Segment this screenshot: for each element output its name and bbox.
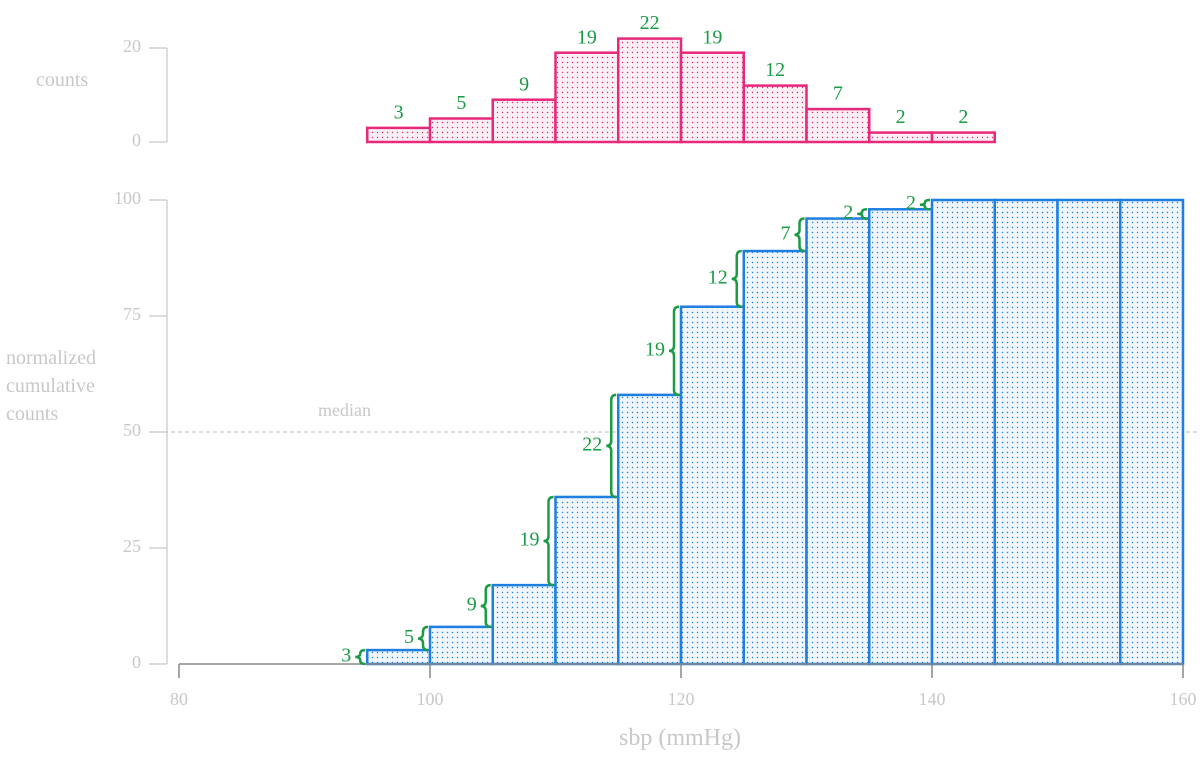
bar [805,217,871,666]
brace [668,305,680,397]
median-label: median [318,400,371,420]
bar [1119,198,1185,666]
bar [993,198,1059,666]
x-tick-label: 100 [417,689,444,709]
brace [731,249,742,308]
bar-label: 3 [394,101,404,123]
brace [794,217,805,253]
brace-label: 9 [467,594,477,616]
bar [617,393,683,666]
bar [554,51,620,144]
bar-label: 12 [765,59,785,81]
y-tick-label: 0 [132,130,141,150]
bar [679,305,745,666]
bar-label: 5 [456,92,466,114]
bar [491,98,557,144]
bar [428,625,494,666]
bar [679,51,745,144]
bar-label: 7 [833,83,843,105]
brace-label: 5 [404,626,414,648]
y-tick-label: 0 [132,652,141,672]
y-tick-label: 50 [123,420,141,440]
brace-label: 7 [781,222,791,244]
bar [930,131,996,144]
brace-label: 12 [708,266,728,288]
bar-label: 2 [896,106,906,128]
bar [554,495,620,666]
brace-label: 2 [906,192,916,214]
bar [868,131,934,144]
y-tick-label: 100 [114,188,141,208]
brace [919,198,931,211]
brace-label: 19 [520,529,540,551]
x-axis-label: sbp (mmHg) [619,725,741,751]
bar [617,37,683,144]
bar-label: 9 [519,73,529,95]
brace-label: 3 [341,645,351,667]
bar [366,648,432,666]
x-tick-label: 120 [668,689,695,709]
y-tick-label: 25 [123,536,141,556]
bar [366,126,432,144]
bar-label: 22 [640,12,660,34]
brace-label: 2 [843,202,853,224]
x-tick-label: 80 [170,689,188,709]
x-tick-label: 140 [919,689,946,709]
bar [491,583,557,666]
bar [1056,198,1122,666]
brace [543,495,554,587]
bar [428,117,494,144]
brace [857,208,868,220]
bar-label: 2 [958,106,968,128]
brace [417,625,429,652]
brace [606,393,617,499]
bar [930,198,996,666]
brace [355,648,366,666]
brace [480,583,491,629]
y-axis-label: normalized cumulative counts [6,347,96,425]
bar [805,107,871,144]
y-tick-label: 20 [123,36,141,56]
x-tick-label: 160 [1170,689,1197,709]
brace-label: 19 [645,338,665,360]
bar [868,208,934,666]
bar-label: 19 [577,26,597,48]
bar [742,249,808,666]
y-axis-label: counts [36,69,89,91]
brace-label: 22 [582,434,602,456]
bar [742,84,808,144]
bar-label: 19 [702,26,722,48]
y-tick-label: 75 [123,304,141,324]
